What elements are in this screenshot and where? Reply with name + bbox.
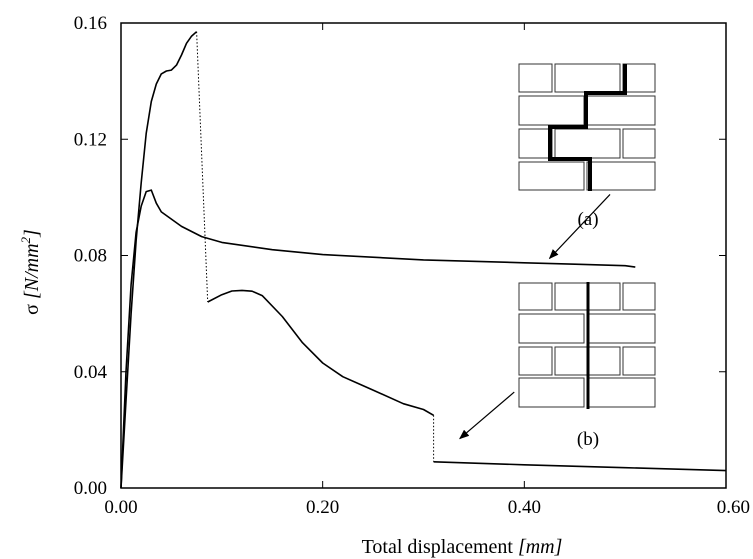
panel-label-b: (b) xyxy=(577,429,599,450)
curve-segment-1 xyxy=(120,31,198,489)
x-tick-label: 0.40 xyxy=(508,497,541,518)
plot-frame xyxy=(120,22,727,489)
y-tick-label: 0.16 xyxy=(74,13,107,34)
y-tick-label: 0.00 xyxy=(74,478,107,499)
annotation-arrow-a xyxy=(548,194,611,260)
stepped-crack-path xyxy=(548,64,627,191)
y-axis-title: σ [N/mm2] xyxy=(18,229,43,315)
x-tick-label: 0.60 xyxy=(717,497,750,518)
masonry-inset-a xyxy=(518,63,656,191)
curve-segment-3 xyxy=(207,289,434,416)
x-axis-title: Total displacement [mm] xyxy=(362,536,563,558)
x-tick-label: 0.00 xyxy=(104,497,137,518)
x-axis: 0.00 0.20 0.40 0.60 xyxy=(104,23,750,518)
curve-segment-5 xyxy=(433,461,727,472)
x-tick-label: 0.20 xyxy=(306,497,339,518)
masonry-inset-b xyxy=(518,282,656,409)
plot-curves xyxy=(120,31,727,489)
y-tick-label: 0.12 xyxy=(74,129,107,150)
annotation-arrow-b xyxy=(459,391,515,440)
y-tick-label: 0.04 xyxy=(74,362,108,383)
annotation-arrows xyxy=(459,194,611,440)
curve-segment-0 xyxy=(120,189,636,489)
plot-border xyxy=(120,22,727,489)
panel-label-a: (a) xyxy=(577,209,598,230)
drop-segment-2 xyxy=(196,31,209,303)
y-tick-label: 0.08 xyxy=(74,246,107,267)
y-axis: 0.00 0.04 0.08 0.12 0.16 xyxy=(74,13,726,499)
